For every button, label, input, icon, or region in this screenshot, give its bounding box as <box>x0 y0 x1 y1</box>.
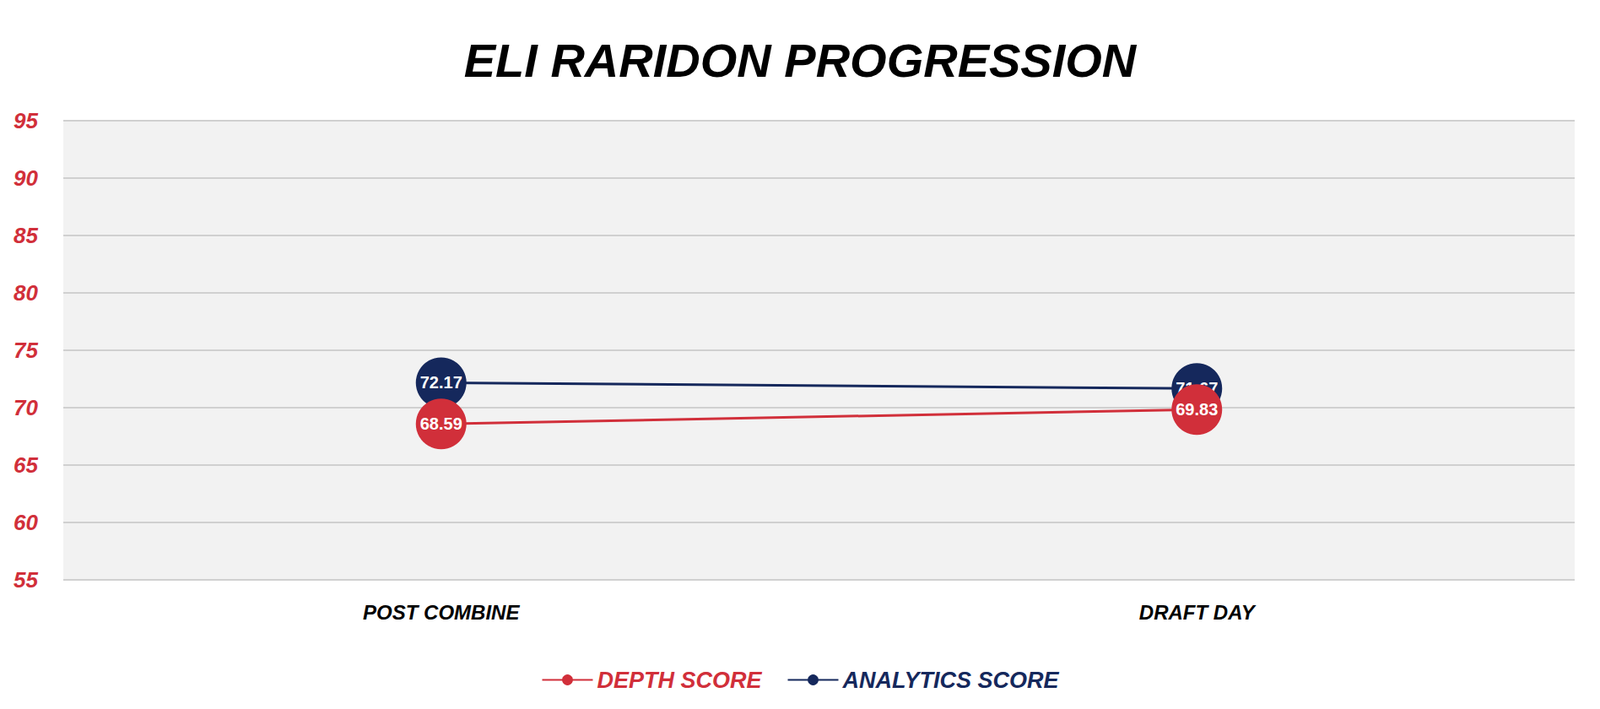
svg-text:69.83: 69.83 <box>1175 400 1218 419</box>
svg-text:72.17: 72.17 <box>420 372 463 392</box>
svg-text:POST COMBINE: POST COMBINE <box>362 600 520 624</box>
svg-text:ANALYTICS SCORE: ANALYTICS SCORE <box>842 667 1060 693</box>
svg-text:ELI RARIDON PROGRESSION: ELI RARIDON PROGRESSION <box>464 33 1138 87</box>
svg-text:55: 55 <box>13 567 38 593</box>
svg-text:60: 60 <box>13 509 38 536</box>
svg-text:80: 80 <box>13 280 38 306</box>
svg-text:75: 75 <box>13 337 38 363</box>
svg-text:DEPTH SCORE: DEPTH SCORE <box>596 667 763 693</box>
svg-text:65: 65 <box>13 452 38 478</box>
svg-text:DRAFT DAY: DRAFT DAY <box>1139 600 1257 624</box>
svg-text:70: 70 <box>13 394 38 421</box>
svg-text:85: 85 <box>13 222 38 249</box>
svg-text:95: 95 <box>13 108 38 134</box>
svg-text:68.59: 68.59 <box>420 414 463 433</box>
svg-text:90: 90 <box>13 165 38 191</box>
